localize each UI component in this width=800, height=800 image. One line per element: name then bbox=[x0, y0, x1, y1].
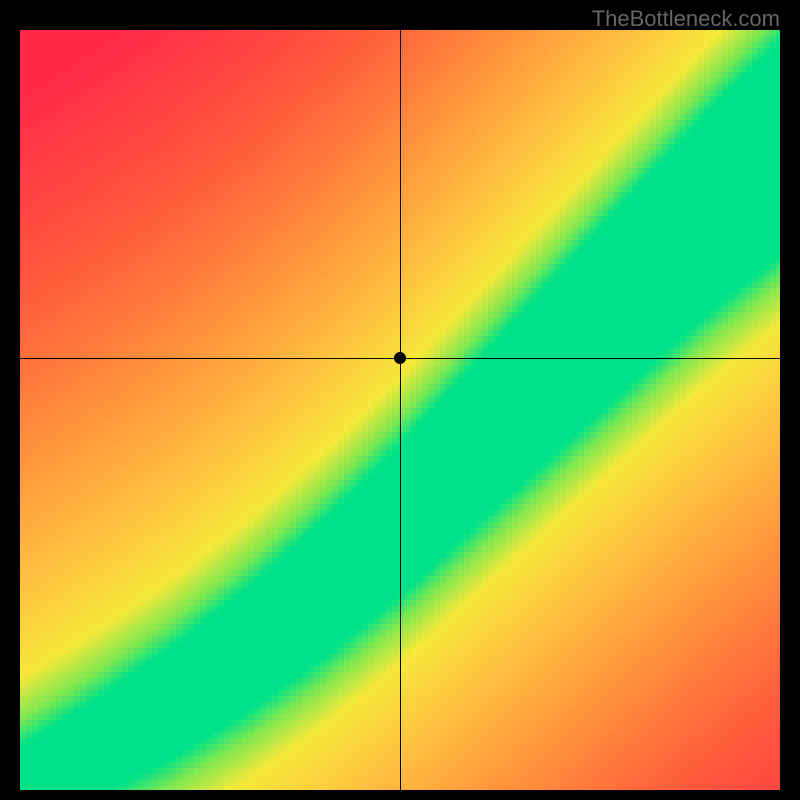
chart-container: TheBottleneck.com bbox=[0, 0, 800, 800]
heatmap-plot bbox=[20, 30, 780, 790]
crosshair-vertical bbox=[400, 30, 401, 790]
data-point-marker bbox=[394, 352, 406, 364]
watermark-text: TheBottleneck.com bbox=[592, 6, 780, 32]
